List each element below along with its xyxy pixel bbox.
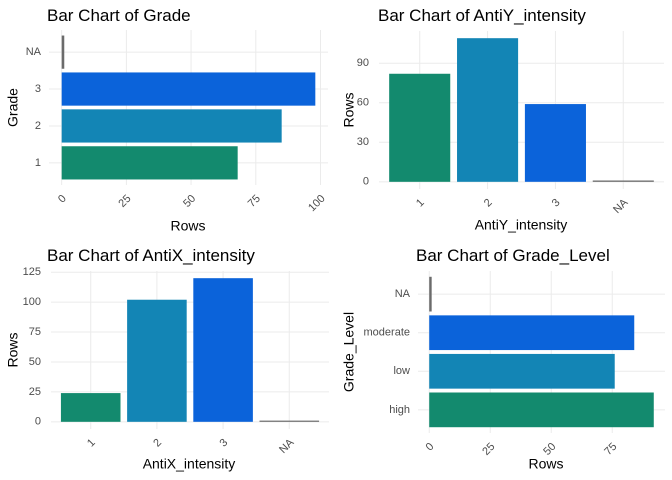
y-tick-label: 125 (23, 266, 41, 278)
chart-title: Bar Chart of AntiX_intensity (47, 246, 255, 265)
y-tick-label: 50 (29, 356, 41, 368)
y-axis-title: Rows (341, 92, 357, 127)
x-tick-label: 0 (424, 441, 437, 454)
chart-title: Bar Chart of Grade_Level (416, 246, 610, 265)
bar (457, 38, 519, 182)
bar (429, 392, 654, 428)
x-tick-label: 1 (414, 197, 427, 210)
y-axis-title: Grade_Level (341, 312, 357, 392)
y-tick-label: 1 (35, 157, 41, 169)
x-tick-label: 1 (85, 437, 98, 450)
chart-title: Bar Chart of Grade (47, 6, 191, 25)
bar (127, 299, 187, 422)
y-tick-label: 100 (23, 296, 41, 308)
y-tick-label: 25 (29, 386, 41, 398)
y-tick-label: NA (26, 46, 42, 58)
x-axis-title: Rows (170, 218, 205, 234)
x-tick-label: 75 (602, 441, 619, 458)
y-tick-label: 60 (357, 97, 369, 109)
bar (592, 180, 654, 182)
x-tick-label: 0 (56, 193, 69, 206)
y-tick-label: 3 (35, 83, 41, 95)
bar (389, 73, 451, 182)
x-tick-label: 3 (550, 197, 563, 210)
x-axis-title: Rows (528, 456, 563, 472)
x-tick-label: 75 (246, 193, 263, 210)
x-axis-title: AntiX_intensity (143, 456, 236, 472)
bar (429, 276, 432, 312)
x-tick-label: 100 (306, 193, 327, 214)
bar (524, 104, 586, 182)
y-tick-label: moderate (364, 327, 410, 339)
y-tick-label: 90 (357, 57, 369, 69)
y-tick-label: 30 (357, 136, 369, 148)
bar (259, 420, 320, 422)
y-axis-title: Grade (5, 88, 21, 127)
x-axis-title: AntiY_intensity (475, 217, 568, 233)
x-tick-label: 2 (151, 437, 164, 450)
y-tick-label: 75 (29, 326, 41, 338)
bar (429, 353, 615, 389)
bar (429, 315, 635, 351)
y-tick-label: 2 (35, 120, 41, 132)
x-tick-label: 25 (480, 441, 497, 458)
y-tick-label: 0 (35, 416, 41, 428)
x-tick-label: 25 (116, 193, 133, 210)
y-axis-title: Rows (5, 332, 21, 367)
y-tick-label: low (393, 365, 410, 377)
x-tick-label: 50 (181, 193, 198, 210)
bar (60, 393, 121, 422)
bar (61, 35, 65, 69)
bar (61, 72, 316, 106)
y-tick-label: high (389, 404, 410, 416)
x-tick-label: NA (611, 196, 631, 216)
x-tick-label: 2 (482, 197, 495, 210)
y-tick-label: 0 (363, 176, 369, 188)
bar (61, 146, 238, 180)
chart-title: Bar Chart of AntiY_intensity (378, 6, 586, 25)
bar (193, 278, 253, 422)
y-tick-label: NA (395, 288, 411, 300)
x-tick-label: 3 (217, 437, 230, 450)
x-tick-label: NA (277, 436, 297, 456)
bar (61, 109, 282, 143)
